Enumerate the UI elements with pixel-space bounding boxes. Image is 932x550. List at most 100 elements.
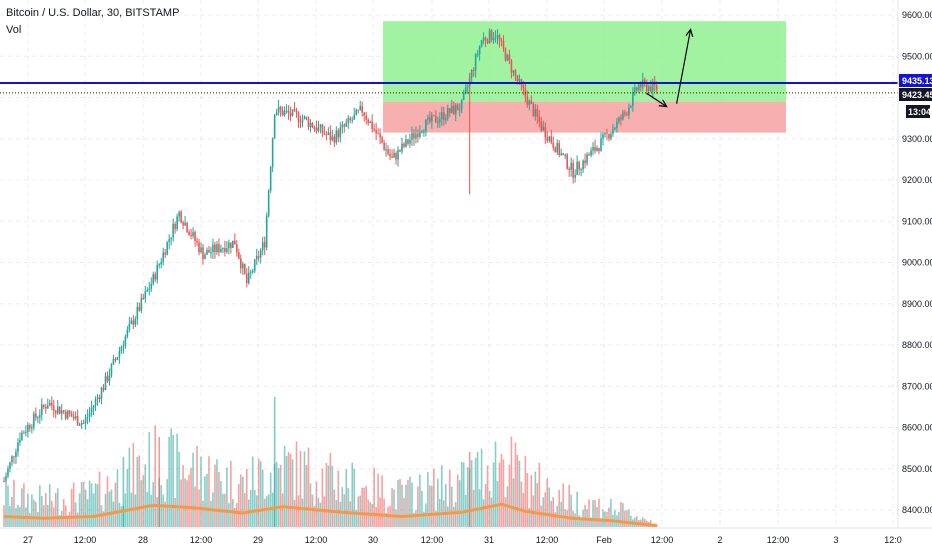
- candle-body: [450, 105, 453, 113]
- candle-body: [178, 211, 180, 217]
- volume-bar: [88, 480, 91, 527]
- candle-body: [647, 86, 650, 92]
- candle-body: [146, 290, 149, 292]
- candle-body: [33, 413, 35, 428]
- candle-body: [3, 481, 5, 483]
- candle-body: [490, 30, 493, 41]
- candle-body: [381, 137, 383, 143]
- volume-bar: [353, 468, 356, 527]
- candle-body: [498, 35, 501, 41]
- candle-body: [283, 111, 286, 116]
- volume-bar: [70, 488, 73, 527]
- volume-bar: [281, 493, 284, 527]
- time-tick-label: 12:00: [767, 535, 790, 545]
- volume-bar: [417, 486, 419, 527]
- candle-body: [162, 252, 164, 262]
- candle-body: [224, 247, 226, 252]
- candle-body: [522, 84, 525, 89]
- candle-body: [566, 154, 568, 169]
- candle-body: [116, 357, 119, 360]
- candle-body: [413, 133, 415, 139]
- candle-body: [154, 274, 157, 280]
- time-tick-label: 12:00: [536, 535, 559, 545]
- volume-indicator-label[interactable]: Vol: [6, 24, 22, 36]
- candle-body: [397, 149, 399, 160]
- candle-body: [166, 241, 168, 255]
- candle-body: [329, 132, 332, 141]
- candle-body: [150, 283, 153, 289]
- volume-bar: [245, 468, 248, 527]
- candle-body: [311, 122, 314, 128]
- volume-bar: [253, 489, 256, 527]
- candle-body: [78, 424, 81, 426]
- candle-body: [640, 84, 642, 88]
- candle-body: [643, 79, 646, 83]
- candle-body: [409, 139, 411, 144]
- price-axis[interactable]: 9600.009500.009400.009300.009200.009100.…: [902, 10, 932, 515]
- volume-bar: [552, 497, 555, 527]
- volume-bar: [319, 502, 322, 527]
- candle-body: [542, 126, 545, 131]
- candle-body: [289, 113, 292, 116]
- candle-body: [411, 133, 413, 140]
- candle-body: [132, 320, 135, 325]
- volume-bar: [393, 489, 395, 527]
- candle-body: [359, 106, 362, 111]
- candle-body: [441, 112, 443, 119]
- volume-bar: [13, 479, 15, 527]
- annotation-arrow[interactable]: [646, 92, 667, 106]
- time-tick-label: 2: [717, 535, 722, 545]
- candle-body: [401, 143, 403, 152]
- candle-body: [202, 247, 204, 260]
- candle-body: [273, 115, 276, 139]
- volume-bar: [202, 500, 204, 527]
- volume-bar: [608, 507, 610, 527]
- candle-body: [269, 167, 272, 191]
- volume-bar: [259, 461, 262, 527]
- candle-body: [444, 118, 447, 121]
- candle-body: [240, 258, 242, 269]
- volume-bar: [21, 488, 23, 527]
- volume-bar: [236, 503, 238, 527]
- volume-bar: [568, 484, 570, 527]
- candle-body: [341, 124, 344, 128]
- volume-bar: [359, 495, 362, 527]
- candle-body: [39, 415, 41, 418]
- candle-body: [349, 118, 352, 120]
- candle-body: [448, 108, 451, 113]
- annotation-arrow[interactable]: [676, 29, 691, 104]
- time-axis[interactable]: 27 12:00 28 12:00 29 12:00 30 12:00 31 12:00 Feb 12…: [23, 535, 902, 545]
- candle-body: [628, 107, 630, 116]
- volume-bar: [27, 493, 29, 527]
- candle-body: [580, 169, 582, 171]
- candle-body: [50, 402, 53, 406]
- volume-bar: [297, 495, 300, 527]
- candle-body: [41, 404, 43, 416]
- volume-bar: [441, 465, 443, 527]
- volume-bar: [548, 487, 551, 527]
- candle-body: [363, 112, 365, 116]
- volume-bar: [269, 472, 272, 527]
- candle-body: [536, 109, 539, 117]
- volume-bar: [614, 509, 616, 527]
- volume-bar: [544, 492, 547, 527]
- volume-bar: [514, 442, 517, 527]
- volume-bar: [146, 491, 149, 527]
- volume-bar: [347, 488, 350, 527]
- candle-body: [251, 270, 254, 272]
- candle-body: [192, 232, 194, 236]
- candle-body: [592, 146, 594, 151]
- volume-bar: [118, 502, 121, 527]
- candle-body: [339, 127, 342, 138]
- candle-body: [5, 476, 7, 482]
- volume-bar: [76, 512, 79, 527]
- candle-body: [578, 161, 580, 170]
- volume-bar: [108, 491, 111, 527]
- volume-bar: [164, 501, 166, 527]
- volume-bar: [596, 507, 598, 527]
- candle-body: [9, 462, 11, 469]
- volume-bar: [357, 496, 360, 527]
- candle-body: [588, 154, 590, 156]
- candle-body: [452, 105, 455, 115]
